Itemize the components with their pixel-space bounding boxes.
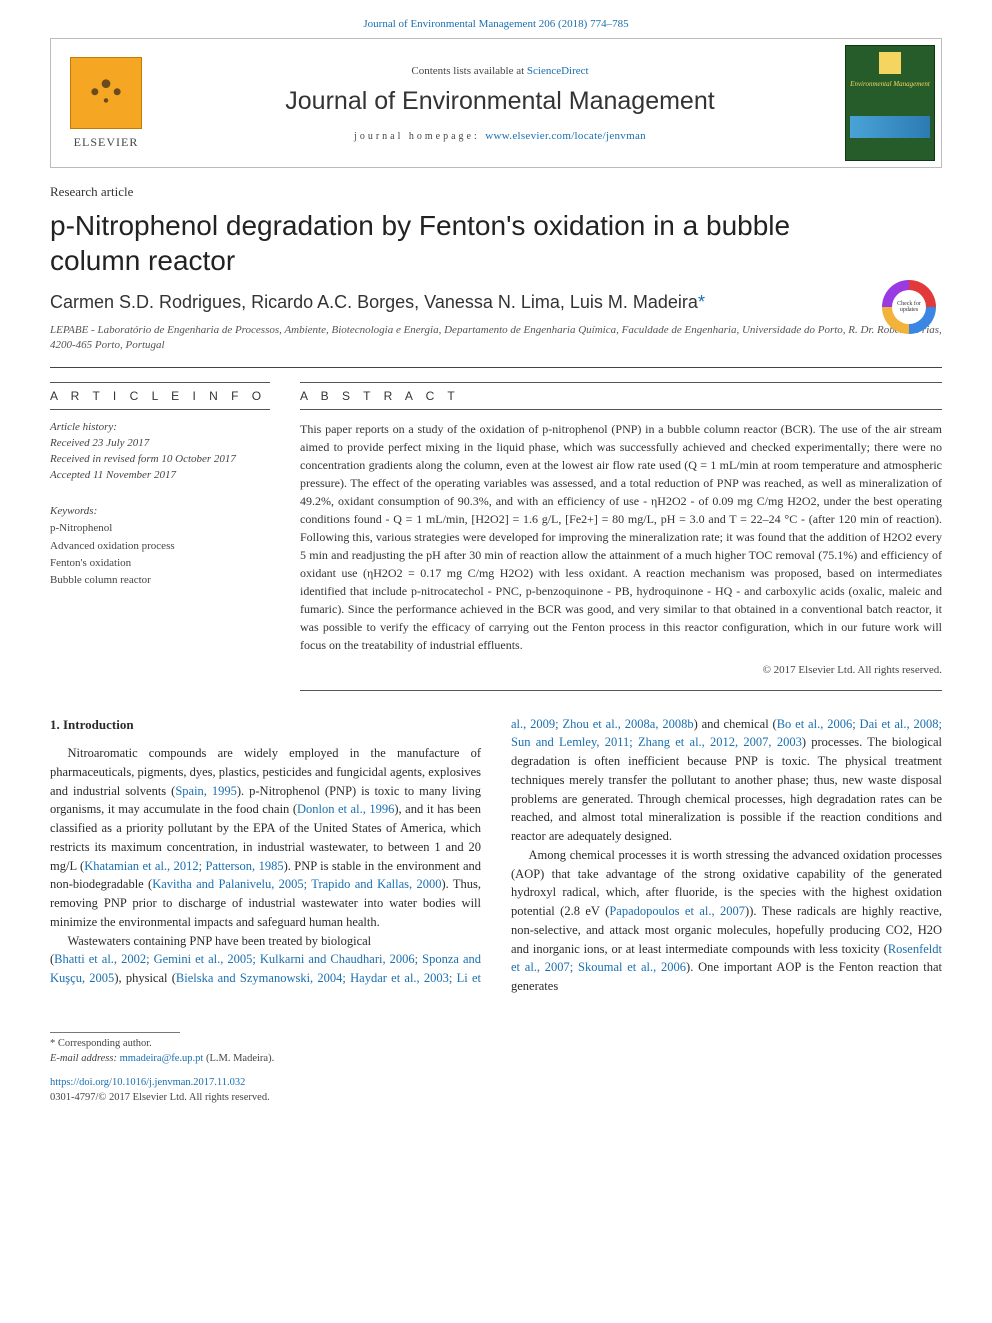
kw1: p-Nitrophenol <box>50 522 112 534</box>
sciencedirect-link[interactable]: ScienceDirect <box>527 65 589 77</box>
cover-logo-icon <box>879 52 901 74</box>
article-info: A R T I C L E I N F O Article history: R… <box>50 382 270 691</box>
article-category: Research article <box>50 184 942 200</box>
ref-donlon1996[interactable]: Donlon et al., 1996 <box>297 802 394 816</box>
abstract-bottom-rule <box>300 690 942 691</box>
check-updates-badge[interactable]: Check for updates <box>882 280 936 334</box>
authors: Carmen S.D. Rodrigues, Ricardo A.C. Borg… <box>50 292 942 313</box>
rule-top <box>50 367 942 368</box>
kw2: Advanced oxidation process <box>50 540 175 552</box>
abstract-copyright: © 2017 Elsevier Ltd. All rights reserved… <box>300 664 942 676</box>
footer-rule <box>50 1032 180 1033</box>
article-history: Article history: Received 23 July 2017 R… <box>50 420 270 484</box>
email-line: E-mail address: mmadeira@fe.up.pt (L.M. … <box>50 1052 942 1067</box>
ref-kavitha2005[interactable]: Kavitha and Palanivelu, 2005; Trapido an… <box>152 877 441 891</box>
kw3: Fenton's oxidation <box>50 557 131 569</box>
article-info-head: A R T I C L E I N F O <box>50 382 270 410</box>
body-text: 1. Introduction Nitroaromatic compounds … <box>50 715 942 996</box>
journal-homepage: journal homepage: www.elsevier.com/locat… <box>354 130 646 142</box>
ref-khatamian2012[interactable]: Khatamian et al., 2012; Patterson, 1985 <box>84 859 283 873</box>
keywords-label: Keywords: <box>50 503 270 520</box>
issn-line: 0301-4797/© 2017 Elsevier Ltd. All right… <box>50 1091 942 1106</box>
ref-papadopoulos2007[interactable]: Papadopoulos et al., 2007 <box>609 904 745 918</box>
journal-name: Journal of Environmental Management <box>285 87 714 116</box>
journal-cover-thumb: Environmental Management <box>845 45 935 161</box>
running-head: Journal of Environmental Management 206 … <box>0 0 992 38</box>
homepage-url[interactable]: www.elsevier.com/locate/jenvman <box>485 130 646 142</box>
history-label: Article history: <box>50 421 117 433</box>
email-link[interactable]: mmadeira@fe.up.pt <box>120 1053 204 1064</box>
article-title: p-Nitrophenol degradation by Fenton's ox… <box>50 208 942 278</box>
kw4: Bubble column reactor <box>50 574 151 586</box>
check-updates-label: Check for updates <box>892 290 926 324</box>
cover-title: Environmental Management <box>850 80 930 88</box>
header-center: Contents lists available at ScienceDirec… <box>161 39 839 167</box>
keywords: Keywords: p-Nitrophenol Advanced oxidati… <box>50 503 270 588</box>
abstract-block: A B S T R A C T This paper reports on a … <box>300 382 942 691</box>
cover-band <box>850 116 930 138</box>
elsevier-tree-icon <box>70 57 142 129</box>
history-received: Received 23 July 2017 <box>50 437 149 449</box>
history-accepted: Accepted 11 November 2017 <box>50 469 176 481</box>
intro-heading: 1. Introduction <box>50 715 481 735</box>
history-revised: Received in revised form 10 October 2017 <box>50 453 236 465</box>
abstract-head: A B S T R A C T <box>300 382 942 410</box>
contents-line: Contents lists available at ScienceDirec… <box>411 65 588 77</box>
elsevier-logo: ELSEVIER <box>51 39 161 167</box>
corresponding-asterisk: * <box>698 292 705 312</box>
article-meta: Research article p-Nitrophenol degradati… <box>50 184 942 353</box>
journal-header: ELSEVIER Contents lists available at Sci… <box>50 38 942 168</box>
ref-spain1995[interactable]: Spain, 1995 <box>175 784 237 798</box>
intro-p2: Wastewaters containing PNP have been tre… <box>50 932 481 951</box>
running-head-text: Journal of Environmental Management 206 … <box>363 18 628 30</box>
intro-p4: Among chemical processes it is worth str… <box>511 846 942 996</box>
intro-p1: Nitroaromatic compounds are widely emplo… <box>50 744 481 932</box>
abstract-text: This paper reports on a study of the oxi… <box>300 420 942 654</box>
affiliation: LEPABE - Laboratório de Engenharia de Pr… <box>50 323 942 353</box>
corresponding-author: * Corresponding author. <box>50 1037 942 1052</box>
footer: * Corresponding author. E-mail address: … <box>50 1032 942 1106</box>
elsevier-wordmark: ELSEVIER <box>74 135 139 150</box>
info-abstract-row: A R T I C L E I N F O Article history: R… <box>50 382 942 691</box>
doi-link[interactable]: https://doi.org/10.1016/j.jenvman.2017.1… <box>50 1076 942 1091</box>
